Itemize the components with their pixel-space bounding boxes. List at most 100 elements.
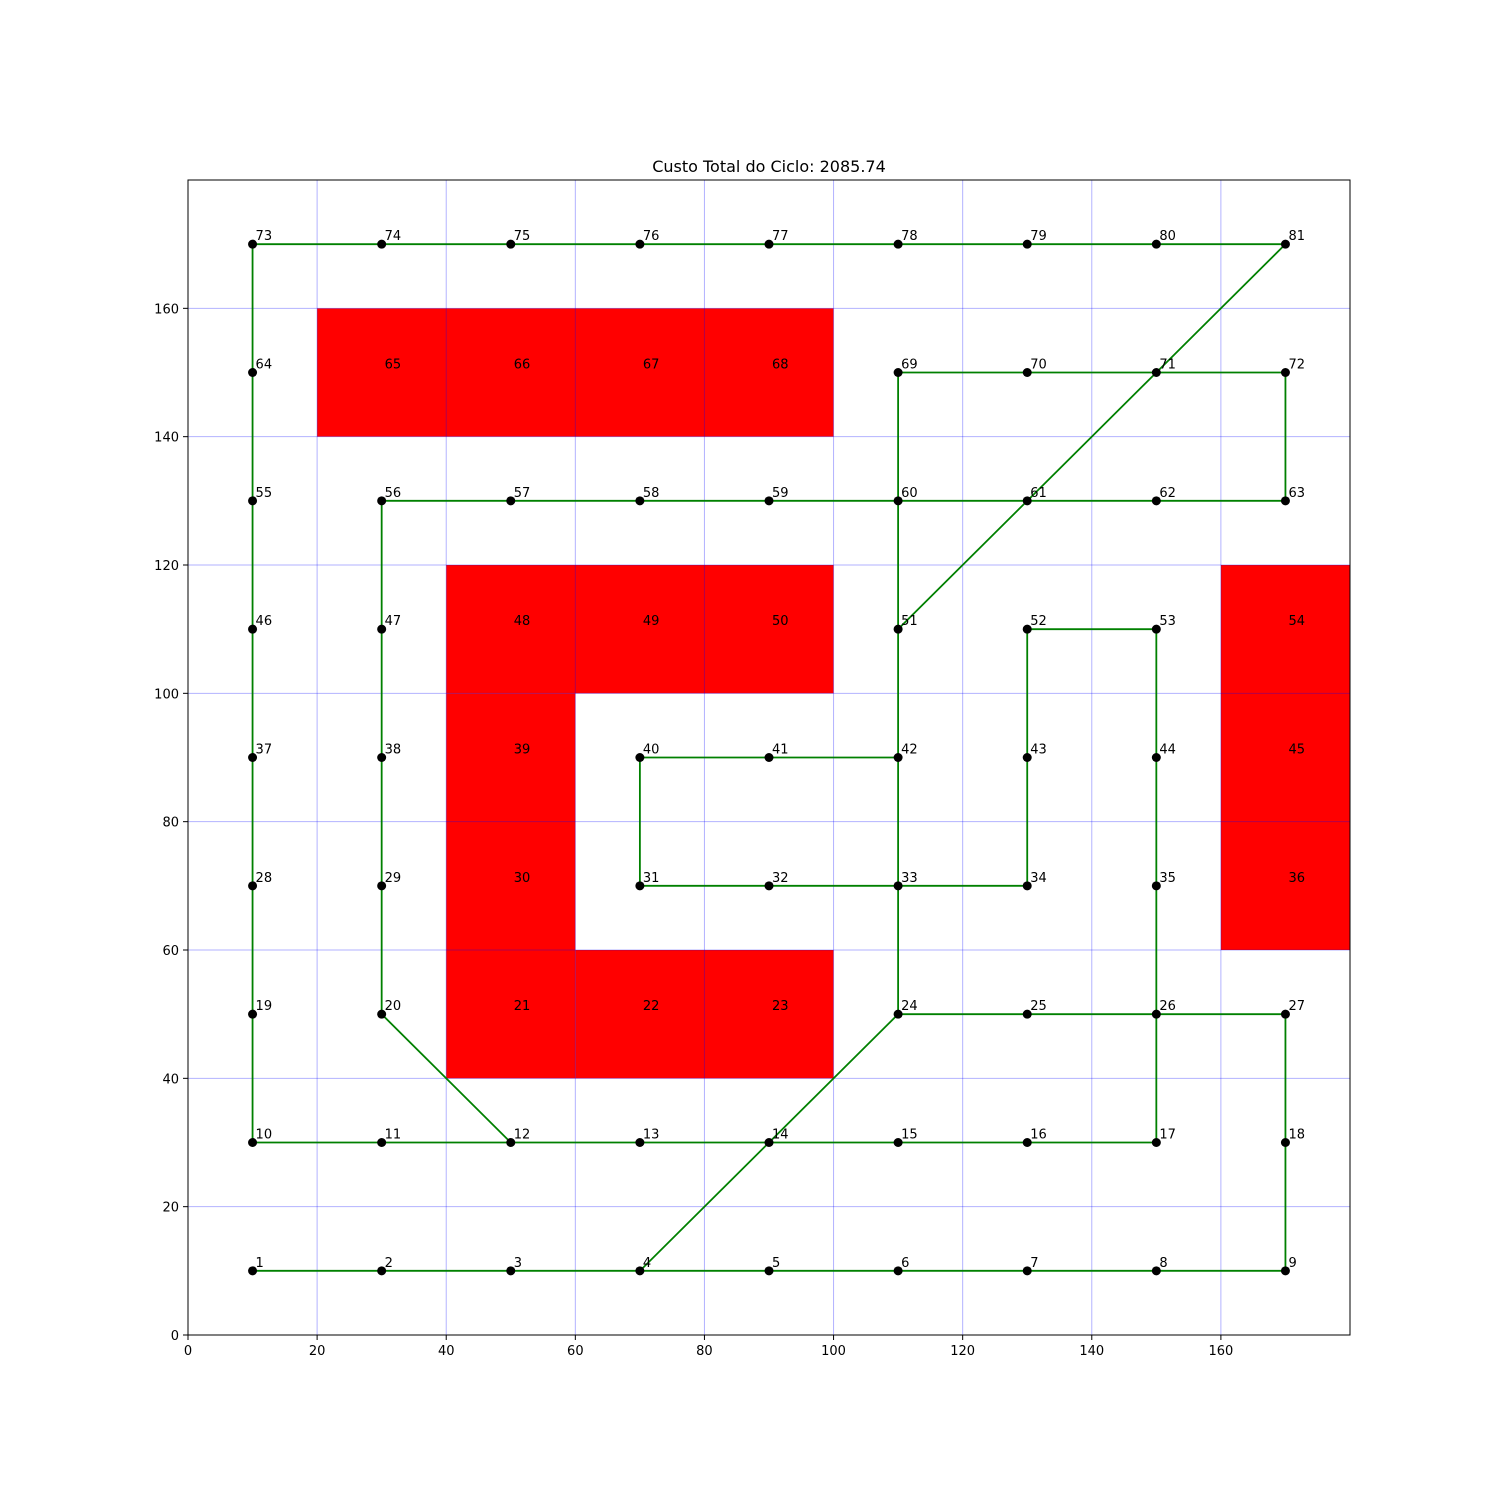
y-tick-label-40: 40 xyxy=(162,1072,179,1087)
node-label-79: 79 xyxy=(1030,229,1047,244)
node-label-13: 13 xyxy=(643,1128,660,1143)
obstacle-5 xyxy=(1221,565,1350,950)
node-label-10: 10 xyxy=(256,1128,273,1143)
node-label-14: 14 xyxy=(772,1128,789,1143)
node-label-73: 73 xyxy=(256,229,273,244)
node-label-50: 50 xyxy=(772,614,789,629)
y-tick-label-100: 100 xyxy=(154,687,179,702)
node-label-67: 67 xyxy=(643,358,660,373)
node-label-29: 29 xyxy=(385,871,402,886)
node-label-81: 81 xyxy=(1288,229,1305,244)
x-tick-label-100: 100 xyxy=(821,1344,846,1359)
node-label-15: 15 xyxy=(901,1128,918,1143)
node-label-24: 24 xyxy=(901,999,918,1014)
node-label-37: 37 xyxy=(256,743,273,758)
node-label-32: 32 xyxy=(772,871,789,886)
node-label-21: 21 xyxy=(514,999,531,1014)
node-label-35: 35 xyxy=(1159,871,1176,886)
node-label-22: 22 xyxy=(643,999,660,1014)
y-tick-label-20: 20 xyxy=(162,1201,179,1216)
node-label-8: 8 xyxy=(1159,1256,1167,1271)
x-tick-label-120: 120 xyxy=(950,1344,975,1359)
node-label-72: 72 xyxy=(1288,358,1305,373)
y-tick-label-120: 120 xyxy=(154,559,179,574)
node-label-18: 18 xyxy=(1288,1128,1305,1143)
node-label-75: 75 xyxy=(514,229,531,244)
node-label-45: 45 xyxy=(1288,743,1305,758)
x-tick-label-0: 0 xyxy=(184,1344,192,1359)
node-label-58: 58 xyxy=(643,486,660,501)
node-label-23: 23 xyxy=(772,999,789,1014)
node-label-49: 49 xyxy=(643,614,660,629)
node-label-48: 48 xyxy=(514,614,531,629)
node-label-7: 7 xyxy=(1030,1256,1038,1271)
node-label-77: 77 xyxy=(772,229,789,244)
node-label-42: 42 xyxy=(901,743,918,758)
x-tick-label-40: 40 xyxy=(438,1344,455,1359)
node-label-5: 5 xyxy=(772,1256,780,1271)
node-label-25: 25 xyxy=(1030,999,1047,1014)
node-label-68: 68 xyxy=(772,358,789,373)
y-tick-label-160: 160 xyxy=(154,302,179,317)
node-label-54: 54 xyxy=(1288,614,1305,629)
node-label-39: 39 xyxy=(514,743,531,758)
node-label-28: 28 xyxy=(256,871,273,886)
node-label-59: 59 xyxy=(772,486,789,501)
node-label-17: 17 xyxy=(1159,1128,1176,1143)
x-tick-label-160: 160 xyxy=(1208,1344,1233,1359)
node-label-1: 1 xyxy=(256,1256,264,1271)
node-label-66: 66 xyxy=(514,358,531,373)
chart-title: Custo Total do Ciclo: 2085.74 xyxy=(652,157,886,176)
node-label-41: 41 xyxy=(772,743,789,758)
node-label-52: 52 xyxy=(1030,614,1047,629)
node-label-26: 26 xyxy=(1159,999,1176,1014)
node-label-69: 69 xyxy=(901,358,918,373)
x-tick-label-140: 140 xyxy=(1079,1344,1104,1359)
node-label-6: 6 xyxy=(901,1256,909,1271)
node-label-11: 11 xyxy=(385,1128,402,1143)
y-tick-label-0: 0 xyxy=(171,1329,179,1344)
node-label-56: 56 xyxy=(385,486,402,501)
node-label-9: 9 xyxy=(1288,1256,1296,1271)
node-label-27: 27 xyxy=(1288,999,1305,1014)
node-label-76: 76 xyxy=(643,229,660,244)
node-label-30: 30 xyxy=(514,871,531,886)
node-label-51: 51 xyxy=(901,614,918,629)
node-label-80: 80 xyxy=(1159,229,1176,244)
node-label-46: 46 xyxy=(256,614,273,629)
y-tick-label-80: 80 xyxy=(162,816,179,831)
node-label-78: 78 xyxy=(901,229,918,244)
node-label-33: 33 xyxy=(901,871,918,886)
node-label-3: 3 xyxy=(514,1256,522,1271)
node-label-44: 44 xyxy=(1159,743,1176,758)
node-label-53: 53 xyxy=(1159,614,1176,629)
node-label-63: 63 xyxy=(1288,486,1305,501)
node-label-31: 31 xyxy=(643,871,660,886)
node-label-43: 43 xyxy=(1030,743,1047,758)
x-tick-label-60: 60 xyxy=(567,1344,584,1359)
node-label-61: 61 xyxy=(1030,486,1047,501)
node-label-60: 60 xyxy=(901,486,918,501)
node-label-55: 55 xyxy=(256,486,273,501)
node-label-19: 19 xyxy=(256,999,273,1014)
node-label-74: 74 xyxy=(385,229,402,244)
y-tick-label-140: 140 xyxy=(154,431,179,446)
node-label-62: 62 xyxy=(1159,486,1176,501)
node-label-12: 12 xyxy=(514,1128,531,1143)
node-label-65: 65 xyxy=(385,358,402,373)
node-label-34: 34 xyxy=(1030,871,1047,886)
node-label-70: 70 xyxy=(1030,358,1047,373)
node-label-64: 64 xyxy=(256,358,273,373)
node-label-40: 40 xyxy=(643,743,660,758)
node-label-47: 47 xyxy=(385,614,402,629)
node-label-20: 20 xyxy=(385,999,402,1014)
node-label-57: 57 xyxy=(514,486,531,501)
node-label-4: 4 xyxy=(643,1256,651,1271)
node-label-2: 2 xyxy=(385,1256,393,1271)
obstacle-3 xyxy=(446,693,575,1078)
node-label-36: 36 xyxy=(1288,871,1305,886)
x-tick-label-20: 20 xyxy=(309,1344,326,1359)
node-label-71: 71 xyxy=(1159,358,1176,373)
node-label-38: 38 xyxy=(385,743,402,758)
